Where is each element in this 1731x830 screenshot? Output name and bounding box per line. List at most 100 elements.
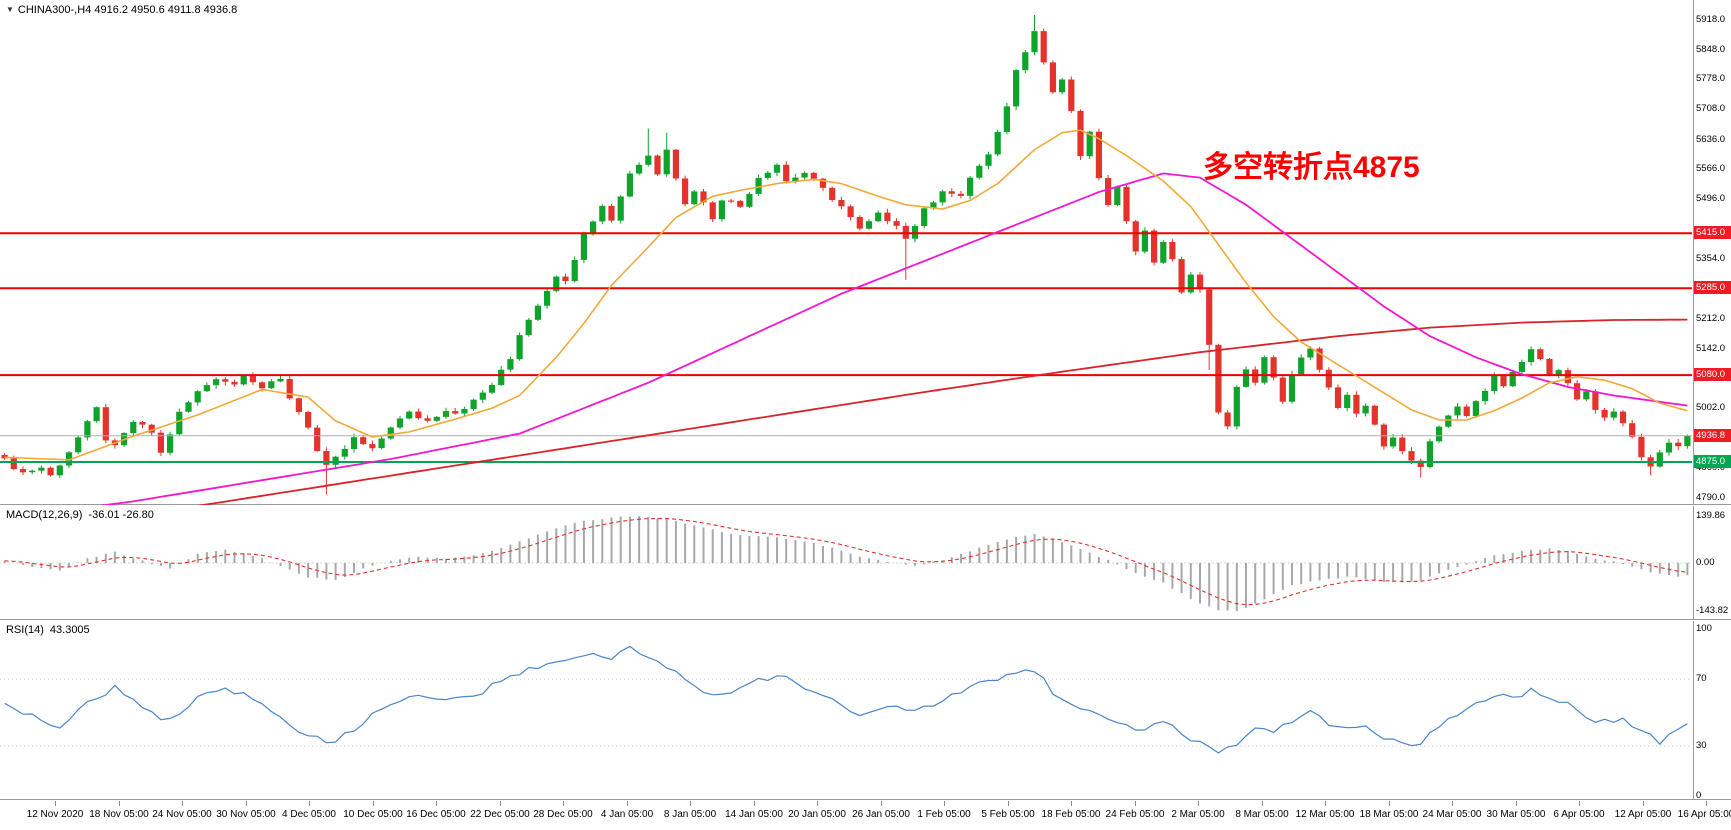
candle-body: [1325, 369, 1332, 388]
candle-body: [737, 200, 744, 207]
candle-body: [1638, 436, 1645, 458]
candle-body: [948, 191, 955, 194]
candle-body: [1242, 369, 1250, 387]
price-level-badge: 4875.0: [1694, 455, 1731, 468]
rsi-panel[interactable]: 100 70 30 0 RSI(14) 43.3005: [0, 621, 1731, 801]
candle-body: [1344, 394, 1351, 408]
candle-body: [571, 260, 578, 282]
time-tick: [1452, 801, 1453, 806]
candle-body: [838, 200, 845, 207]
time-label: 4 Jan 05:00: [600, 809, 654, 820]
time-tick: [1706, 801, 1707, 806]
candle-body: [691, 191, 698, 205]
candle-body: [38, 467, 45, 471]
time-axis[interactable]: 12 Nov 2020 18 Nov 05:00 24 Nov 05:00 30 No…: [0, 801, 1731, 830]
time-label: 28 Dec 05:00: [533, 809, 593, 820]
price-tick-label: 5918.0: [1696, 14, 1726, 25]
candle-body: [1371, 405, 1378, 425]
candle-body: [1426, 441, 1433, 467]
candle-body: [295, 398, 302, 412]
candle-body: [755, 178, 762, 194]
candle-body: [488, 385, 496, 393]
symbol-title: CHINA300-,H4: [17, 4, 92, 16]
candle-body: [286, 379, 293, 399]
time-tick: [944, 801, 945, 806]
candle-body: [167, 434, 174, 453]
ma-fast-line: [4, 129, 1688, 461]
time-tick: [436, 801, 437, 806]
symbol-info-bar: ▼ CHINA300-,H4 4916.2 4950.6 4911.8 4936.…: [6, 4, 237, 16]
macd-tick-label: 139.86: [1696, 510, 1726, 521]
time-tick: [1198, 801, 1199, 806]
candle-body: [746, 193, 753, 207]
candle-body: [415, 411, 422, 419]
candle-body: [1362, 405, 1369, 414]
rsi-plot[interactable]: [0, 621, 1692, 800]
price-tick-label: 4790.0: [1696, 492, 1726, 503]
rsi-line: [4, 645, 1688, 754]
rsi-tick-label: 100: [1696, 623, 1712, 634]
rsi-tick-label: 70: [1696, 673, 1707, 684]
candle-body: [10, 458, 17, 470]
candle-body: [47, 467, 54, 476]
candle-body: [1619, 411, 1627, 424]
candle-body: [967, 177, 974, 196]
candle-body: [1574, 383, 1581, 400]
candle-body: [1390, 437, 1397, 447]
price-level-badge: 5415.0: [1694, 226, 1731, 239]
rsi-value: 43.3005: [49, 624, 90, 636]
candle-body: [1537, 349, 1544, 359]
price-tick-label: 5848.0: [1696, 44, 1726, 55]
candle-body: [1583, 391, 1590, 400]
time-label: 24 Nov 05:00: [152, 809, 212, 820]
macd-tick-label: -143.82: [1696, 605, 1729, 616]
candle-body: [1546, 359, 1553, 375]
time-label: 30 Mar 05:00: [1486, 809, 1546, 820]
candle-body: [396, 418, 404, 428]
time-tick: [246, 801, 247, 806]
candle-body: [1123, 186, 1130, 222]
time-tick: [1262, 801, 1263, 806]
time-label: 8 Mar 05:00: [1235, 809, 1289, 820]
macd-plot[interactable]: [0, 506, 1692, 620]
price-axis[interactable]: 5918.0 5848.0 5778.0 5708.0 5636.0 5566.0 5496…: [1693, 0, 1731, 504]
candle-body: [516, 335, 523, 360]
candle-body: [819, 178, 827, 188]
price-tick-label: 5142.0: [1696, 343, 1726, 354]
candle-body: [470, 399, 477, 409]
candle-body: [424, 418, 431, 421]
candle-body: [783, 164, 790, 182]
one-click-trading-icon[interactable]: ▼: [6, 5, 14, 14]
price-tick-label: 5778.0: [1696, 73, 1726, 84]
candle-body: [1472, 401, 1479, 417]
candle-body: [332, 456, 339, 465]
candlestick-chart[interactable]: [0, 0, 1692, 505]
candle-body: [682, 178, 689, 205]
price-tick-label: 5566.0: [1696, 163, 1726, 174]
candle-body: [562, 276, 569, 282]
macd-signal-line: [4, 517, 1688, 606]
candle-body: [93, 407, 100, 422]
candle-body: [148, 424, 155, 433]
main-chart-panel[interactable]: 5918.0 5848.0 5778.0 5708.0 5636.0 5566.0 5496…: [0, 0, 1731, 505]
time-tick: [309, 801, 310, 806]
candle-body: [461, 409, 468, 414]
text-annotation[interactable]: 多空转折点4875: [1203, 151, 1420, 184]
candle-body: [718, 200, 725, 220]
candle-body: [56, 465, 63, 476]
candle-body: [544, 290, 551, 306]
candle-body: [764, 172, 771, 178]
candle-body: [1353, 394, 1360, 414]
macd-panel[interactable]: 139.86 0.00 -143.82 MACD(12,26,9) -36.01 -2…: [0, 506, 1731, 620]
ma-slow-line: [197, 318, 1688, 505]
candle-body: [341, 449, 348, 457]
candle-body: [1417, 460, 1424, 467]
candle-body: [185, 402, 192, 412]
candle-body: [939, 191, 946, 203]
candle-body: [976, 165, 983, 178]
candle-body: [176, 411, 183, 435]
macd-values: -36.01 -26.80: [88, 509, 154, 521]
candle-body: [1482, 391, 1489, 402]
candle-body: [1298, 357, 1305, 375]
candle-body: [865, 221, 873, 229]
